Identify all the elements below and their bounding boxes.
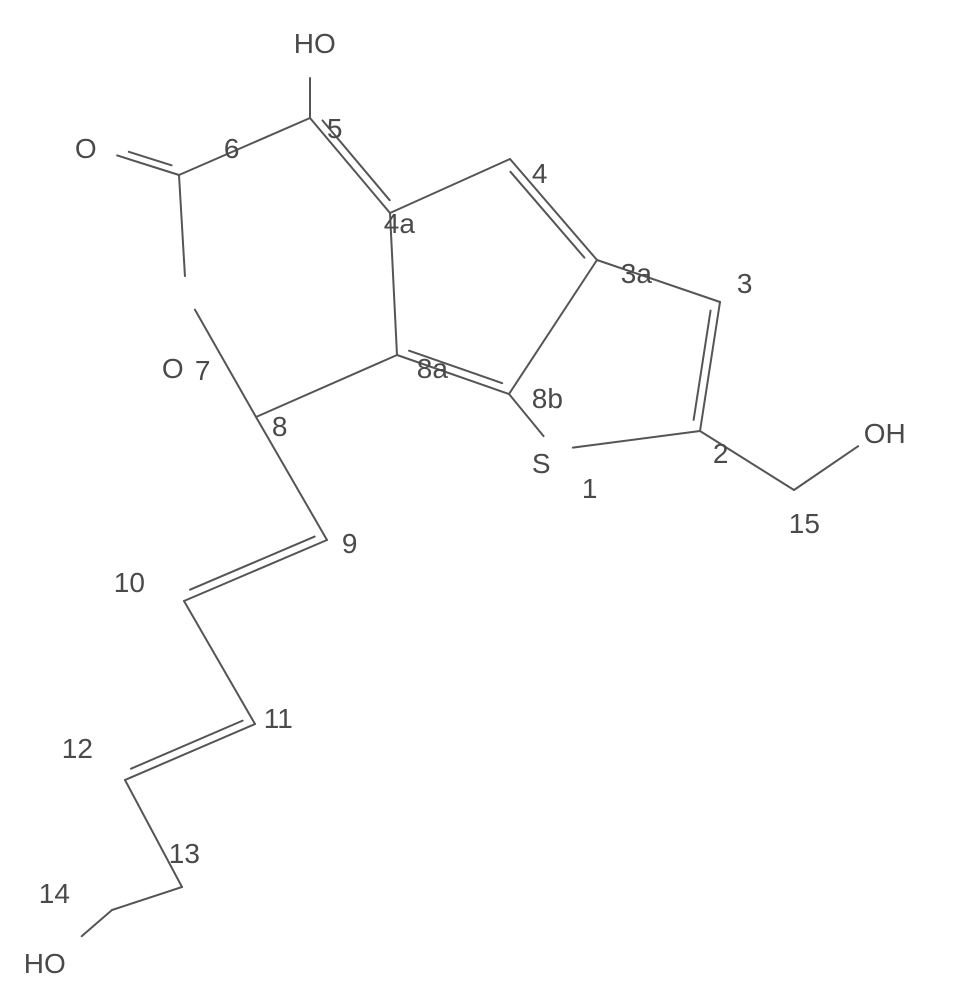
atom-label-S_ring: S (532, 450, 551, 478)
position-label-p14: 14 (39, 880, 70, 908)
position-label-p12: 12 (62, 735, 93, 763)
position-label-p10: 10 (114, 569, 145, 597)
position-label-p2: 2 (713, 440, 729, 468)
atom-label-HO_bot: HO (24, 950, 66, 978)
position-label-p8: 8 (272, 413, 288, 441)
position-label-p8a: 8a (417, 355, 448, 383)
atom-label-OH_right: OH (864, 420, 906, 448)
position-label-p7: 7 (195, 357, 211, 385)
position-label-p6: 6 (224, 135, 240, 163)
position-label-p11: 11 (264, 705, 293, 733)
position-label-p4: 4 (532, 160, 548, 188)
atom-label-O_ketone: O (75, 135, 97, 163)
bond-svg (0, 0, 966, 1000)
position-label-p15: 15 (789, 510, 820, 538)
position-label-p3a: 3a (621, 260, 652, 288)
position-label-p4a: 4a (384, 210, 415, 238)
position-label-p5: 5 (327, 115, 343, 143)
position-label-p3: 3 (737, 270, 753, 298)
chemical-structure-diagram: HOOOSOHHO1233a44a56788a8b9101112131415 (0, 0, 966, 1000)
position-label-p1: 1 (582, 475, 598, 503)
position-label-p8b: 8b (532, 385, 563, 413)
position-label-p9: 9 (342, 530, 358, 558)
atom-label-O_ring: O (162, 355, 184, 383)
atom-label-HO_top: HO (294, 30, 336, 58)
position-label-p13: 13 (169, 840, 200, 868)
